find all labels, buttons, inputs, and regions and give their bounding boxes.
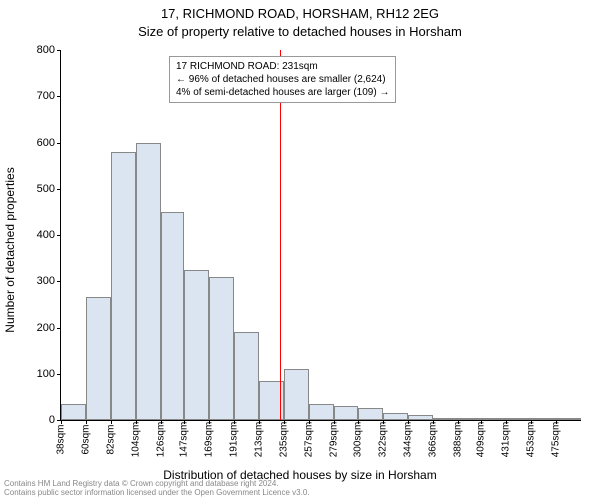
histogram-bar [184,270,209,420]
histogram-bar [209,277,234,420]
x-tick-label: 82sqm [105,424,116,454]
x-tick-mark [111,420,112,424]
info-box-line-3: 4% of semi-detached houses are larger (1… [176,86,389,99]
x-tick-label: 475sqm [551,422,562,458]
x-tick-label: 147sqm [179,422,190,458]
x-tick-label: 257sqm [304,422,315,458]
y-tick-mark [57,281,61,282]
histogram-bar [61,404,86,420]
x-tick-label: 60sqm [80,424,91,454]
x-tick-label: 409sqm [476,422,487,458]
x-tick-label: 431sqm [501,422,512,458]
y-tick-mark [57,374,61,375]
histogram-bar [86,297,111,420]
x-tick-label: 300sqm [352,422,363,458]
y-tick-mark [57,143,61,144]
caption-line-2: Contains public sector information licen… [4,488,310,498]
x-tick-label: 104sqm [130,422,141,458]
histogram-bar [458,418,482,420]
histogram-bar [284,369,309,420]
histogram-bar [358,408,383,420]
property-info-box: 17 RICHMOND ROAD: 231sqm← 96% of detache… [169,56,396,103]
y-tick-mark [57,189,61,190]
histogram-bar [556,418,581,420]
x-tick-label: 191sqm [229,422,240,458]
histogram-bar [531,418,556,420]
caption-line-1: Contains HM Land Registry data © Crown c… [4,479,310,489]
x-tick-label: 213sqm [254,422,265,458]
x-tick-label: 453sqm [526,422,537,458]
x-tick-label: 169sqm [204,422,215,458]
histogram-bar [234,332,259,420]
x-tick-label: 366sqm [427,422,438,458]
reference-line [280,50,281,420]
chart-title-sub: Size of property relative to detached ho… [0,24,600,39]
plot-area: 010020030040050060070080038sqm60sqm82sqm… [60,50,581,421]
x-tick-label: 38sqm [56,424,67,454]
histogram-bar [309,404,334,420]
y-tick-mark [57,50,61,51]
histogram-bar [111,152,136,420]
histogram-bar [408,415,433,420]
histogram-bar [433,418,458,420]
data-source-caption: Contains HM Land Registry data © Crown c… [4,479,310,498]
histogram-bar [161,212,185,420]
histogram-bar [383,413,408,420]
chart-title-main: 17, RICHMOND ROAD, HORSHAM, RH12 2EG [0,6,600,21]
histogram-bar [481,418,506,420]
info-box-line-1: 17 RICHMOND ROAD: 231sqm [176,60,389,73]
info-box-line-2: ← 96% of detached houses are smaller (2,… [176,73,389,86]
histogram-bar [136,143,161,421]
x-tick-label: 279sqm [329,422,340,458]
x-tick-label: 388sqm [452,422,463,458]
y-tick-mark [57,235,61,236]
x-tick-label: 322sqm [377,422,388,458]
histogram-bar [334,406,358,420]
property-size-chart: 17, RICHMOND ROAD, HORSHAM, RH12 2EG Siz… [0,0,600,500]
y-axis-label: Number of detached properties [3,167,17,332]
x-tick-mark [86,420,87,424]
histogram-bar [506,418,531,420]
x-tick-label: 344sqm [402,422,413,458]
x-tick-mark [61,420,62,424]
y-tick-mark [57,328,61,329]
y-tick-mark [57,96,61,97]
x-tick-label: 126sqm [155,422,166,458]
x-tick-label: 235sqm [279,422,290,458]
